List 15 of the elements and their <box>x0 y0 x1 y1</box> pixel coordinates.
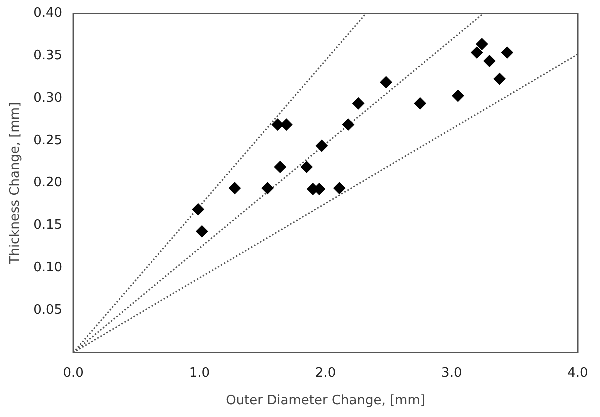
y-tick-label: 0.35 <box>34 48 63 64</box>
y-tick-label: 0.15 <box>34 218 63 234</box>
x-tick-label: 4.0 <box>568 366 588 381</box>
y-tick-label: 0.10 <box>34 260 63 276</box>
x-axis-title: Outer Diameter Change, [mm] <box>226 394 426 409</box>
y-tick-label: 0.20 <box>34 176 63 191</box>
y-tick-label: 0.25 <box>34 133 63 148</box>
y-tick-label: 0.05 <box>34 302 63 318</box>
x-tick-label: 2.0 <box>315 366 336 381</box>
y-tick-label: 0.30 <box>34 90 63 106</box>
x-tick-label: 0.0 <box>63 366 84 381</box>
y-tick-label: 0.40 <box>34 6 63 22</box>
x-tick-label: 1.0 <box>189 366 210 381</box>
x-tick-label: 3.0 <box>442 366 462 381</box>
y-axis-title: Thickness Change, [mm] <box>8 102 24 266</box>
